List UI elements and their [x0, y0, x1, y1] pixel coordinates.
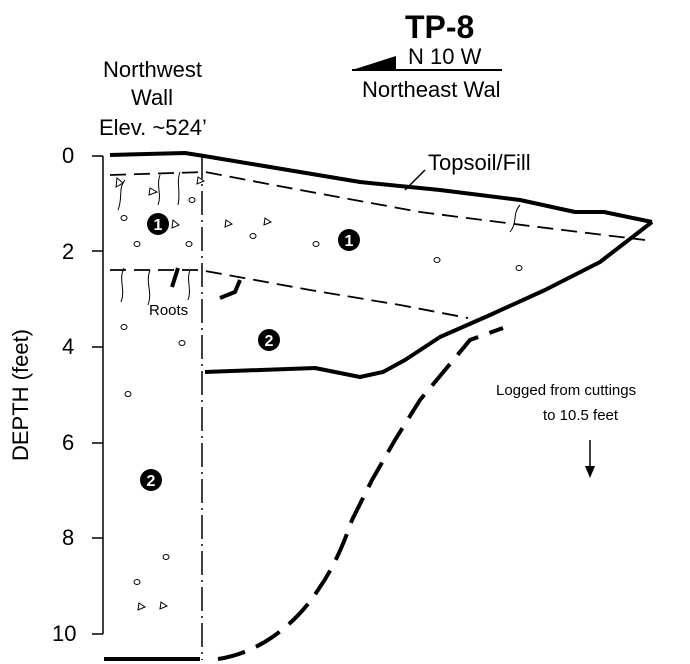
depth-axis — [92, 155, 104, 635]
unit-1-marker-left: 1 — [147, 213, 169, 235]
depth-tick-10: 10 — [52, 621, 76, 646]
wall-label: Wall — [131, 85, 173, 110]
topsoil-label: Topsoil/Fill — [428, 150, 531, 175]
svg-text:2: 2 — [147, 473, 156, 490]
clast-symbols — [115, 176, 523, 611]
unit-contact-upper — [109, 171, 646, 241]
svg-text:1: 1 — [154, 217, 163, 234]
roots-symbols — [117, 171, 521, 306]
depth-tick-8: 8 — [62, 525, 74, 550]
depth-tick-0: 0 — [62, 143, 74, 168]
unit-2-marker-lower: 2 — [140, 469, 162, 491]
unit-1-marker-right: 1 — [338, 229, 360, 251]
depth-axis-label: DEPTH (feet) — [8, 329, 33, 461]
cuttings-boundary-line — [217, 326, 504, 661]
test-pit-title: TP-8 — [405, 9, 474, 45]
elevation-label: Elev. ~524’ — [99, 115, 207, 140]
svg-text:2: 2 — [265, 333, 274, 350]
depth-tick-2: 2 — [62, 239, 74, 264]
unit-contact-lower — [110, 269, 469, 319]
depth-tick-6: 6 — [62, 430, 74, 455]
northwest-label: Northwest — [103, 57, 202, 82]
svg-text:1: 1 — [345, 233, 354, 250]
northeast-wall-bottom-line — [204, 220, 654, 379]
ground-surface-line — [109, 151, 653, 224]
roots-label: Roots — [149, 302, 188, 319]
orientation-bearing: N 10 W — [408, 44, 482, 69]
cuttings-note-line2: to 10.5 feet — [543, 407, 619, 424]
down-arrow-icon — [585, 440, 595, 478]
northeast-wall-label: Northeast Wal — [362, 77, 501, 102]
cuttings-note-line1: Logged from cuttings — [496, 382, 636, 399]
unit-2-marker-upper: 2 — [258, 329, 280, 351]
topsoil-leader — [404, 169, 426, 191]
depth-tick-4: 4 — [62, 334, 74, 359]
orientation-arrow — [352, 56, 502, 71]
